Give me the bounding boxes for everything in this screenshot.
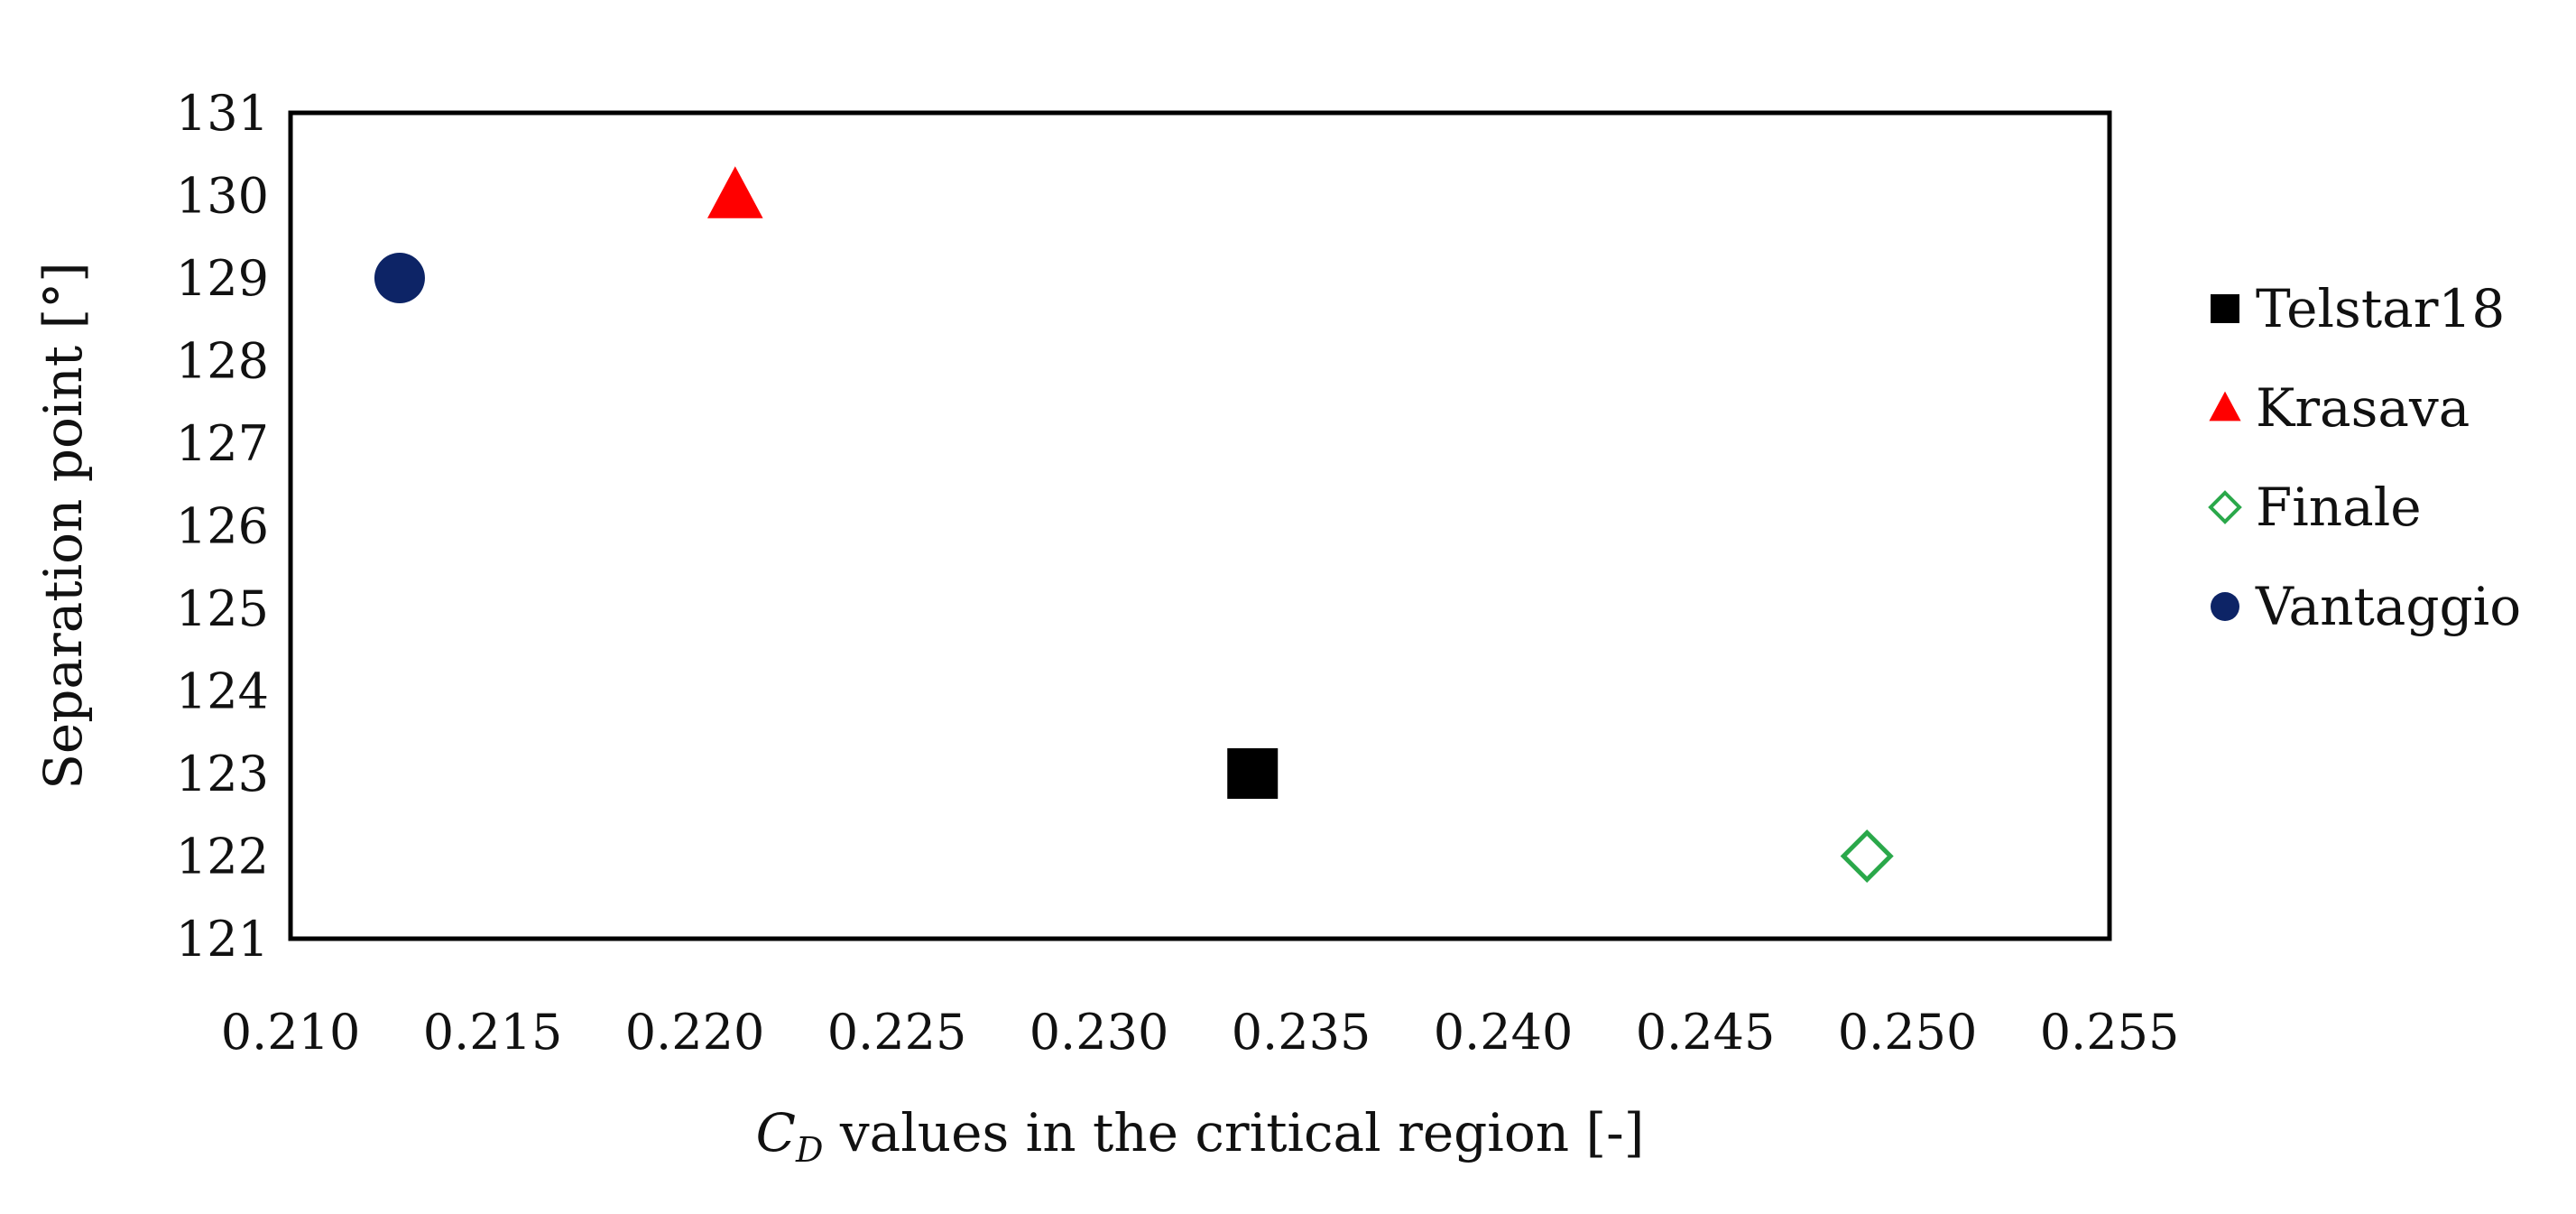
- legend-item-telstar18: Telstar18: [2211, 278, 2505, 339]
- y-tick-label: 128: [176, 333, 269, 390]
- y-axis-ticks: 121 122 123 124 125 126 127 128 129 130 131: [176, 85, 269, 968]
- x-tick-label: 0.250: [1838, 1004, 1978, 1061]
- x-tick-label: 0.235: [1232, 1004, 1371, 1061]
- x-tick-label: 0.255: [2040, 1004, 2180, 1061]
- data-point-krasava: [707, 166, 763, 218]
- legend-marker-vantaggio: [2211, 592, 2239, 621]
- legend-label-krasava: Krasava: [2256, 377, 2470, 439]
- y-tick-label: 123: [176, 746, 269, 802]
- y-tick-label: 129: [176, 250, 269, 307]
- legend-label-telstar18: Telstar18: [2256, 278, 2505, 339]
- plot-area-frame: [288, 110, 2112, 941]
- x-tick-label: 0.220: [625, 1004, 765, 1061]
- data-point-telstar18: [1227, 748, 1279, 799]
- legend-marker-telstar18: [2211, 294, 2239, 323]
- legend-label-vantaggio: Vantaggio: [2255, 576, 2521, 637]
- legend-label-finale: Finale: [2256, 477, 2422, 538]
- x-tick-label: 0.210: [221, 1004, 361, 1061]
- y-tick-label: 127: [176, 415, 269, 472]
- legend-marker-krasava: [2209, 391, 2241, 422]
- legend-item-krasava: Krasava: [2209, 377, 2470, 439]
- x-axis-label-subscript: D: [795, 1130, 823, 1170]
- legend-item-vantaggio: Vantaggio: [2211, 576, 2521, 637]
- x-tick-label: 0.225: [827, 1004, 967, 1061]
- data-point-finale: [1840, 829, 1894, 884]
- data-point-vantaggio: [374, 253, 425, 303]
- legend-item-finale: Finale: [2208, 477, 2422, 538]
- y-tick-label: 121: [176, 911, 269, 968]
- y-tick-label: 125: [176, 580, 269, 637]
- y-tick-label: 122: [176, 829, 269, 885]
- y-tick-label: 126: [176, 498, 269, 555]
- x-tick-label: 0.240: [1434, 1004, 1574, 1061]
- y-tick-label: 131: [176, 85, 269, 142]
- x-tick-label: 0.245: [1636, 1004, 1776, 1061]
- y-tick-label: 130: [176, 168, 269, 225]
- y-axis-label: Separation point [°]: [32, 262, 94, 790]
- x-axis-label: CD values in the critical region [-]: [756, 1102, 1645, 1170]
- data-points: [374, 166, 1894, 884]
- legend: Telstar18 Krasava Finale Vantaggio: [2208, 278, 2521, 637]
- x-axis-ticks: 0.210 0.215 0.220 0.225 0.230 0.235 0.240 0.245…: [221, 1004, 2180, 1061]
- legend-marker-finale: [2208, 490, 2242, 524]
- x-tick-label: 0.215: [423, 1004, 563, 1061]
- x-tick-label: 0.230: [1029, 1004, 1169, 1061]
- x-axis-label-text: values in the critical region [-]: [823, 1102, 1644, 1163]
- y-tick-label: 124: [176, 663, 269, 720]
- x-axis-label-symbol: C: [756, 1102, 796, 1163]
